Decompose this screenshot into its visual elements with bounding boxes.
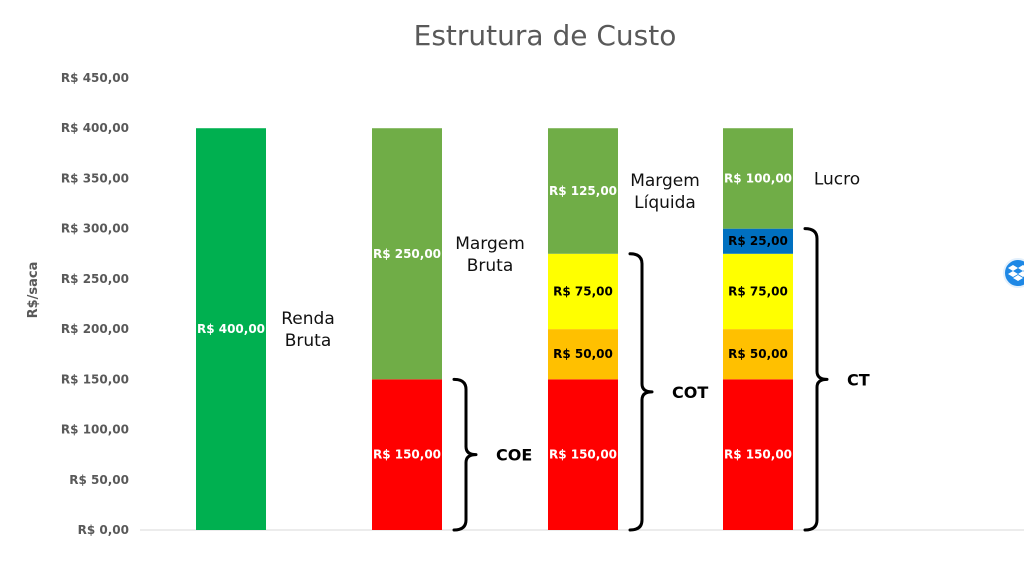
data-label: R$ 250,00 bbox=[373, 247, 441, 261]
curly-brace bbox=[452, 377, 478, 532]
bar-segment bbox=[548, 329, 618, 380]
y-tick-label: R$ 300,00 bbox=[61, 222, 129, 236]
data-label: R$ 25,00 bbox=[728, 234, 788, 248]
brace-group: COE COT CT bbox=[452, 227, 870, 532]
y-axis-ticks: R$ 0,00 R$ 50,00 R$ 100,00 R$ 150,00 R$ 200,… bbox=[61, 71, 129, 537]
brace-label: COE bbox=[496, 446, 532, 465]
y-tick-label: R$ 350,00 bbox=[61, 171, 129, 185]
bar-segment bbox=[548, 128, 618, 254]
bar-segment bbox=[548, 379, 618, 530]
bar-segment bbox=[723, 253, 793, 330]
bar-annotation: Margem Bruta bbox=[455, 234, 525, 276]
bar-segment bbox=[723, 128, 793, 229]
y-tick-label: R$ 150,00 bbox=[61, 372, 129, 386]
bar-segment bbox=[196, 128, 266, 530]
brace-label: COT bbox=[672, 383, 708, 402]
curly-brace bbox=[628, 252, 654, 532]
y-tick-label: R$ 50,00 bbox=[69, 473, 129, 487]
brace-label: CT bbox=[847, 370, 870, 389]
y-tick-label: R$ 400,00 bbox=[61, 121, 129, 135]
data-label: R$ 400,00 bbox=[197, 322, 265, 336]
data-label: R$ 50,00 bbox=[553, 347, 613, 361]
y-tick-label: R$ 250,00 bbox=[61, 272, 129, 286]
bar-segment bbox=[372, 379, 442, 530]
data-label: R$ 150,00 bbox=[373, 448, 441, 462]
bar-group: R$ 400,00 R$ 150,00 R$ 250,00 R$ 150,00 R$ 5… bbox=[196, 128, 793, 530]
y-tick-label: R$ 200,00 bbox=[61, 322, 129, 336]
dropbox-icon bbox=[1008, 265, 1024, 281]
bar-segment bbox=[723, 379, 793, 530]
data-label: R$ 75,00 bbox=[728, 284, 788, 298]
dropbox-widget[interactable] bbox=[1003, 258, 1024, 288]
bar-segment bbox=[372, 128, 442, 380]
y-axis-label: R$/saca bbox=[26, 262, 41, 319]
data-label: R$ 75,00 bbox=[553, 284, 613, 298]
curly-brace bbox=[803, 227, 829, 532]
chart-title: Estrutura de Custo bbox=[414, 19, 677, 52]
y-tick-label: R$ 0,00 bbox=[78, 523, 129, 537]
y-tick-label: R$ 450,00 bbox=[61, 71, 129, 85]
y-tick-label: R$ 100,00 bbox=[61, 423, 129, 437]
data-label: R$ 150,00 bbox=[724, 448, 792, 462]
bar-segment bbox=[548, 253, 618, 330]
data-label: R$ 150,00 bbox=[549, 448, 617, 462]
bar-annotation: Margem Líquida bbox=[630, 171, 700, 213]
annotation-group: Renda Bruta Margem Bruta Margem Líquida Lucro bbox=[281, 169, 860, 351]
bar-segment bbox=[723, 329, 793, 380]
bar-segment bbox=[723, 228, 793, 254]
data-label: R$ 50,00 bbox=[728, 347, 788, 361]
data-label: R$ 125,00 bbox=[549, 184, 617, 198]
bar-annotation: Lucro bbox=[814, 169, 860, 189]
bar-annotation: Renda Bruta bbox=[281, 309, 335, 351]
data-label: R$ 100,00 bbox=[724, 171, 792, 185]
